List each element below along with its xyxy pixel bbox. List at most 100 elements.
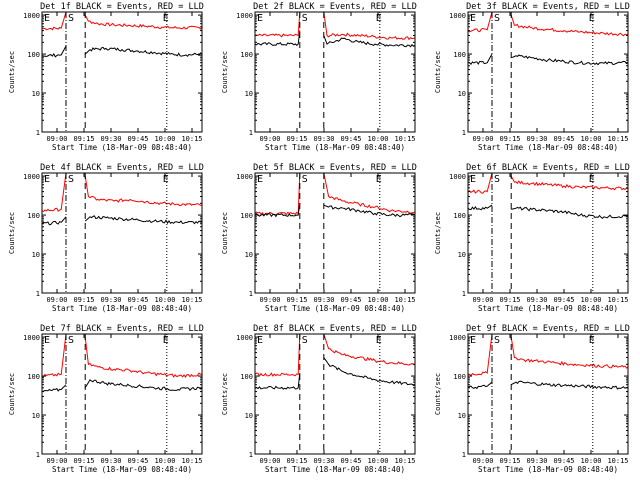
event-marker-s: S [68, 335, 74, 346]
plot-area [42, 334, 202, 393]
event-marker-e: E [163, 13, 169, 24]
x-tick-label: 10:00 [580, 135, 601, 143]
x-axis-label: Start Time (18-Mar-09 08:48:40) [52, 465, 192, 474]
x-tick-label: 09:30 [526, 135, 547, 143]
x-tick-label: 10:00 [367, 296, 388, 304]
panel-title: Det 9f BLACK = Events, RED = LLD [466, 324, 630, 334]
y-tick-label: 1000 [449, 334, 466, 342]
event-marker-e: E [470, 174, 476, 185]
y-tick-label: 100 [27, 373, 40, 381]
y-tick-label: 10 [458, 251, 466, 259]
x-tick-label: 09:00 [46, 135, 67, 143]
event-marker-e: E [44, 174, 50, 185]
y-tick-label: 1000 [23, 12, 40, 20]
y-tick-label: 10 [32, 90, 40, 98]
x-tick-label: 09:45 [553, 135, 574, 143]
lld-series-line [255, 334, 415, 377]
event-marker-e: E [589, 174, 595, 185]
x-tick-label: 09:30 [100, 457, 121, 465]
x-tick-label: 10:00 [154, 296, 175, 304]
x-tick-label: 09:15 [286, 135, 307, 143]
x-tick-label: 10:00 [367, 135, 388, 143]
y-tick-label: 10 [32, 412, 40, 420]
event-marker-e: E [44, 335, 50, 346]
x-tick-label: 09:45 [127, 296, 148, 304]
x-tick-label: 10:00 [154, 457, 175, 465]
event-marker-e: E [376, 13, 382, 24]
x-tick-label: 09:15 [73, 135, 94, 143]
panel-title: Det 2f BLACK = Events, RED = LLD [253, 2, 417, 12]
panel-title: Det 4f BLACK = Events, RED = LLD [40, 163, 204, 173]
plot-frame [41, 172, 203, 294]
panel-title: Det 3f BLACK = Events, RED = LLD [466, 2, 630, 12]
event-marker-s: S [302, 335, 308, 346]
y-axis-label: Counts/sec [221, 212, 229, 254]
x-tick-label: 09:45 [127, 135, 148, 143]
y-tick-label: 10 [245, 90, 253, 98]
y-tick-label: 100 [453, 51, 466, 59]
event-marker-e: E [376, 335, 382, 346]
y-tick-label: 10 [245, 412, 253, 420]
y-axis-label: Counts/sec [434, 51, 442, 93]
plot-frame [41, 333, 203, 455]
x-tick-label: 10:00 [154, 135, 175, 143]
x-axis-label: Start Time (18-Mar-09 08:48:40) [265, 143, 405, 152]
plot-frame [41, 11, 203, 133]
y-tick-label: 100 [453, 373, 466, 381]
y-tick-label: 10 [245, 251, 253, 259]
event-marker-s: S [302, 174, 308, 185]
x-axis-label: Start Time (18-Mar-09 08:48:40) [52, 304, 192, 313]
x-tick-label: 09:15 [73, 296, 94, 304]
x-axis-label: Start Time (18-Mar-09 08:48:40) [478, 304, 618, 313]
y-tick-label: 100 [240, 51, 253, 59]
y-tick-label: 1 [249, 290, 253, 298]
plot-area [42, 12, 202, 58]
event-marker-e: E [163, 174, 169, 185]
x-tick-label: 09:00 [46, 457, 67, 465]
plot-area [255, 173, 415, 218]
events-series-line [42, 379, 202, 393]
x-axis-label: Start Time (18-Mar-09 08:48:40) [478, 143, 618, 152]
x-tick-label: 10:15 [394, 296, 415, 304]
x-tick-label: 09:15 [499, 135, 520, 143]
x-tick-label: 10:00 [367, 457, 388, 465]
x-tick-label: 09:15 [499, 296, 520, 304]
events-series-line [468, 204, 628, 219]
y-axis-label: Counts/sec [434, 373, 442, 415]
event-marker-e: E [589, 13, 595, 24]
x-tick-label: 09:00 [472, 135, 493, 143]
y-tick-label: 10 [458, 90, 466, 98]
plot-area [255, 334, 415, 390]
x-axis-label: Start Time (18-Mar-09 08:48:40) [52, 143, 192, 152]
plot-area [468, 12, 628, 66]
x-tick-label: 09:00 [472, 457, 493, 465]
x-tick-label: 10:00 [580, 457, 601, 465]
y-axis-label: Counts/sec [221, 51, 229, 93]
event-marker-e: E [257, 13, 263, 24]
y-axis-label: Counts/sec [8, 51, 16, 93]
y-tick-label: 1 [249, 129, 253, 137]
y-axis-label: Counts/sec [8, 373, 16, 415]
x-tick-label: 09:45 [553, 296, 574, 304]
y-axis-label: Counts/sec [221, 373, 229, 415]
x-tick-label: 09:15 [499, 457, 520, 465]
y-tick-label: 1 [36, 129, 40, 137]
y-tick-label: 100 [240, 373, 253, 381]
x-axis-label: Start Time (18-Mar-09 08:48:40) [478, 465, 618, 474]
plot-area [255, 12, 415, 48]
event-marker-s: S [302, 13, 308, 24]
x-tick-label: 09:00 [46, 296, 67, 304]
y-tick-label: 1000 [23, 334, 40, 342]
x-axis-label: Start Time (18-Mar-09 08:48:40) [265, 465, 405, 474]
y-tick-label: 100 [27, 212, 40, 220]
x-tick-label: 10:15 [181, 296, 202, 304]
y-axis-label: Counts/sec [434, 212, 442, 254]
